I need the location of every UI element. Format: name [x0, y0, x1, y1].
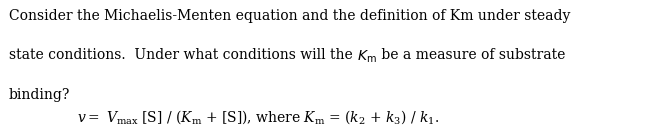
Text: state conditions.  Under what conditions will the: state conditions. Under what conditions …: [9, 48, 357, 62]
Text: be a measure of substrate: be a measure of substrate: [377, 48, 565, 62]
Text: Consider the Michaelis-Menten equation and the definition of Km under steady: Consider the Michaelis-Menten equation a…: [9, 9, 570, 23]
Text: $v=\ V_{\rm max}$ [S] / ($K_{\rm m}$ + [S]), where $K_{\rm m}$ = ($k_2$ + $k_3$): $v=\ V_{\rm max}$ [S] / ($K_{\rm m}$ + […: [77, 108, 439, 126]
Text: $K_{\rm m}$: $K_{\rm m}$: [357, 48, 377, 65]
Text: binding?: binding?: [9, 88, 70, 102]
